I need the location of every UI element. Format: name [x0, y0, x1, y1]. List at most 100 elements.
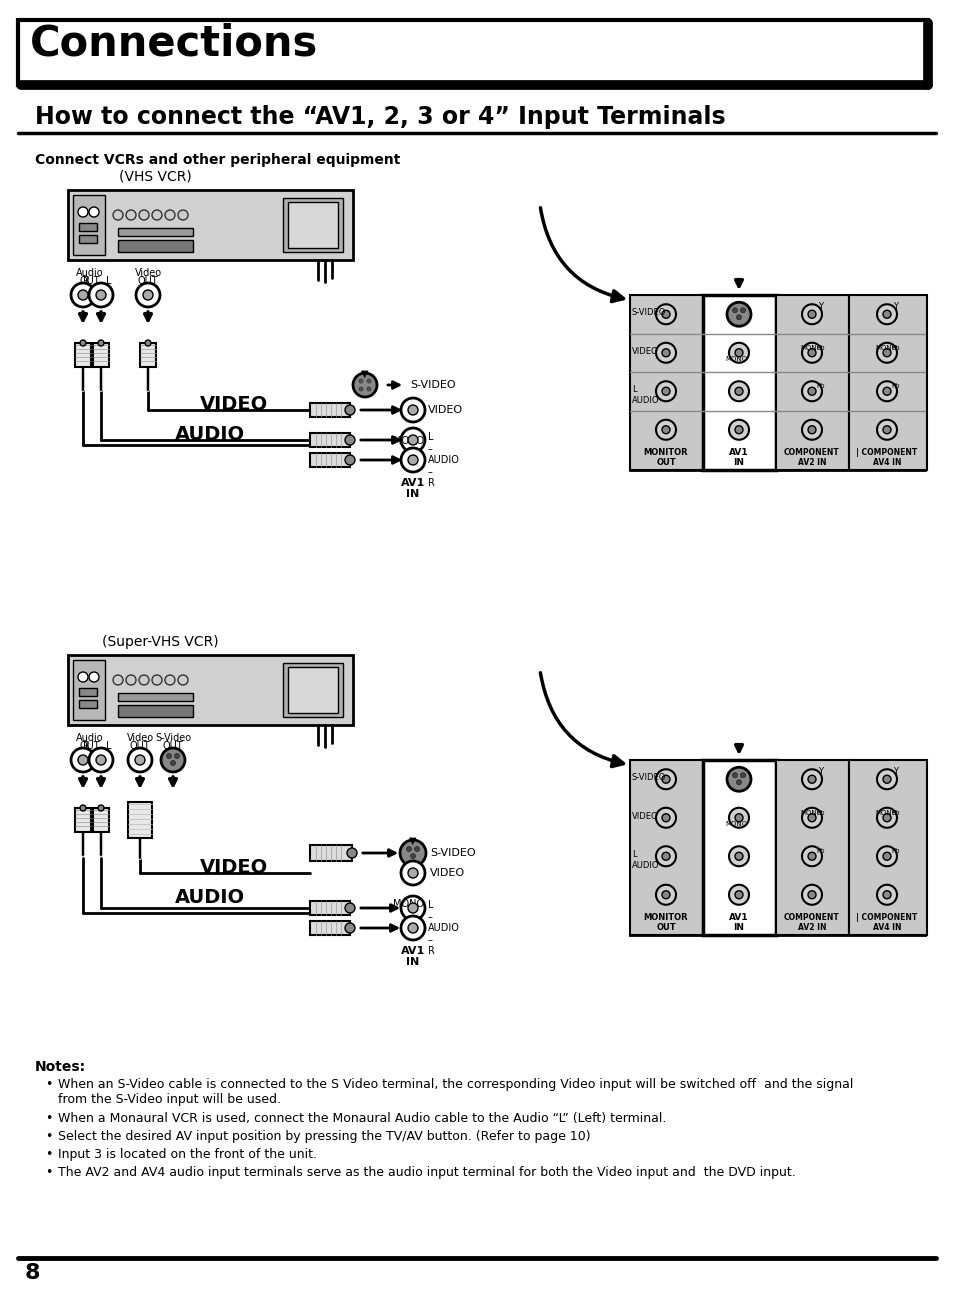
Text: How to connect the “AV1, 2, 3 or 4” Input Terminals: How to connect the “AV1, 2, 3 or 4” Inpu… [35, 105, 725, 130]
Circle shape [71, 283, 95, 307]
Bar [848, 295, 926, 470]
Circle shape [345, 455, 355, 465]
Text: MONITOR
OUT: MONITOR OUT [643, 912, 688, 932]
Circle shape [882, 775, 890, 783]
Circle shape [408, 868, 417, 877]
Circle shape [876, 381, 896, 402]
Text: S-VIDEO: S-VIDEO [430, 848, 476, 858]
Bar [118, 228, 193, 236]
Circle shape [661, 853, 669, 861]
Circle shape [126, 675, 136, 686]
Text: S-VIDEO: S-VIDEO [631, 774, 666, 783]
Circle shape [128, 748, 152, 772]
Text: Y: Y [817, 767, 822, 776]
Text: When an S-Video cable is connected to the S Video terminal, the corresponding Vi: When an S-Video cable is connected to th… [58, 1078, 853, 1105]
Text: The AV2 and AV4 audio input terminals serve as the audio input terminal for both: The AV2 and AV4 audio input terminals se… [58, 1166, 795, 1179]
Text: Notes:: Notes: [35, 1060, 86, 1074]
Text: VIDEO: VIDEO [200, 858, 268, 877]
Circle shape [136, 283, 160, 307]
Circle shape [661, 426, 669, 434]
Circle shape [807, 775, 815, 783]
Text: COMPONENT
AV2 IN: COMPONENT AV2 IN [783, 912, 839, 932]
Circle shape [882, 853, 890, 861]
Bar [73, 660, 105, 721]
Text: (VHS VCR): (VHS VCR) [118, 170, 192, 184]
Text: MONO: MONO [874, 345, 896, 351]
Circle shape [178, 675, 188, 686]
Text: L
–
AUDIO
–
R: L – AUDIO – R [428, 899, 459, 956]
Text: OUT: OUT [80, 741, 100, 750]
Circle shape [736, 780, 740, 785]
Text: Audio: Audio [76, 734, 104, 743]
Text: •: • [45, 1112, 52, 1125]
Circle shape [740, 307, 744, 312]
Text: MONO: MONO [874, 810, 896, 815]
Text: Pb: Pb [890, 810, 899, 815]
Circle shape [139, 210, 149, 220]
Circle shape [876, 807, 896, 828]
Circle shape [876, 305, 896, 324]
Circle shape [89, 748, 112, 772]
Circle shape [78, 756, 88, 765]
Circle shape [732, 772, 737, 778]
Circle shape [807, 426, 815, 434]
Bar [283, 198, 343, 251]
Circle shape [345, 404, 355, 415]
Bar [310, 921, 350, 934]
Circle shape [807, 349, 815, 356]
Text: IN: IN [406, 956, 419, 967]
Circle shape [656, 420, 676, 439]
Circle shape [661, 890, 669, 898]
Circle shape [801, 381, 821, 402]
Circle shape [807, 890, 815, 898]
Circle shape [876, 342, 896, 363]
Circle shape [400, 448, 424, 472]
Text: Select the desired AV input position by pressing the TV/AV button. (Refer to pag: Select the desired AV input position by … [58, 1130, 590, 1143]
Circle shape [801, 420, 821, 439]
Bar [775, 295, 848, 470]
Bar [75, 807, 91, 832]
Circle shape [345, 923, 355, 933]
Circle shape [726, 767, 750, 792]
Circle shape [801, 342, 821, 363]
Text: Y: Y [892, 767, 897, 776]
Text: MONITOR
OUT: MONITOR OUT [643, 448, 688, 468]
Text: Y: Y [817, 302, 822, 311]
Bar [629, 295, 924, 470]
Text: MONO: MONO [724, 355, 746, 362]
Text: Pb: Pb [815, 384, 823, 389]
Circle shape [408, 455, 417, 465]
Text: AUDIO: AUDIO [174, 425, 245, 445]
Circle shape [876, 420, 896, 439]
Text: •: • [45, 1078, 52, 1091]
Bar [288, 667, 337, 713]
Bar [75, 343, 91, 367]
Bar [18, 19, 927, 86]
Circle shape [139, 675, 149, 686]
Text: L: L [106, 276, 112, 286]
Circle shape [740, 772, 744, 778]
Circle shape [347, 848, 356, 858]
Circle shape [345, 435, 355, 445]
Circle shape [661, 388, 669, 395]
Circle shape [656, 381, 676, 402]
Text: IN: IN [406, 489, 419, 499]
Circle shape [410, 854, 416, 858]
Bar [79, 235, 97, 244]
Bar [629, 295, 702, 470]
Text: OUT: OUT [130, 741, 151, 750]
Circle shape [152, 210, 162, 220]
Text: COMPONENT
AV2 IN: COMPONENT AV2 IN [783, 448, 839, 468]
Circle shape [98, 805, 104, 811]
Text: ▼: ▼ [361, 369, 369, 378]
Bar [68, 654, 353, 724]
Circle shape [661, 310, 669, 319]
Text: L
–
AUDIO
–
R: L – AUDIO – R [428, 432, 459, 489]
Circle shape [728, 381, 748, 402]
Circle shape [728, 885, 748, 905]
Circle shape [882, 890, 890, 898]
Bar [310, 845, 352, 861]
Circle shape [89, 207, 99, 216]
Text: ▼: ▼ [409, 836, 416, 846]
Text: L
AUDIO: L AUDIO [631, 850, 659, 870]
